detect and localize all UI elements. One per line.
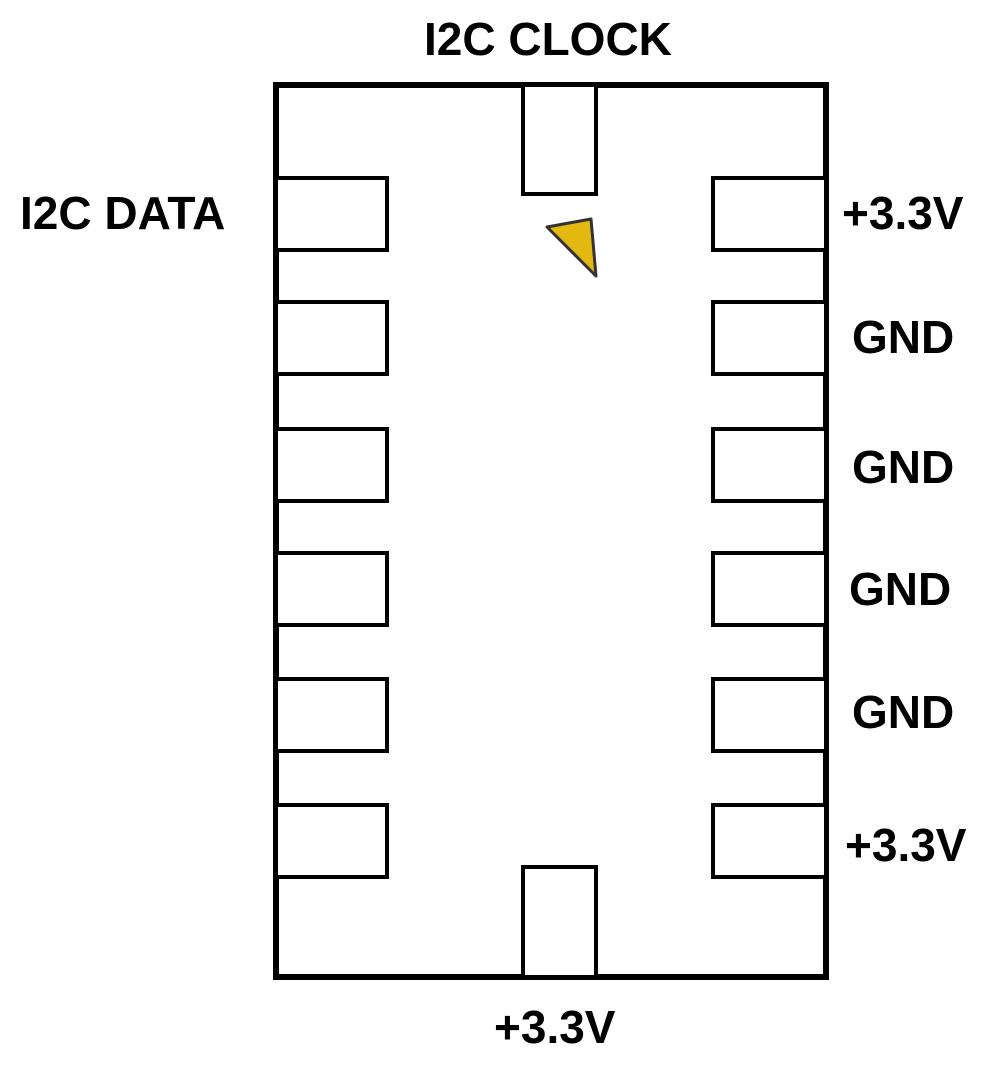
pad-bottom	[521, 865, 598, 979]
pad-right-5	[711, 677, 828, 753]
pin1-marker-icon	[545, 217, 598, 278]
label-left-1: I2C DATA	[20, 187, 226, 239]
pad-left-3	[274, 427, 389, 503]
pad-left-5	[274, 677, 389, 753]
pad-right-3	[711, 427, 828, 503]
label-bottom: +3.3V	[494, 1001, 616, 1053]
pad-right-2	[711, 300, 828, 376]
label-right-6: +3.3V	[845, 819, 967, 871]
pad-left-1	[274, 176, 389, 252]
pad-right-4	[711, 551, 828, 627]
pad-left-6	[274, 803, 389, 879]
pad-left-2	[274, 300, 389, 376]
label-right-1: +3.3V	[842, 187, 964, 239]
label-right-5: GND	[852, 686, 955, 738]
label-right-3: GND	[852, 441, 955, 493]
label-right-2: GND	[852, 311, 955, 363]
pad-right-6	[711, 803, 828, 879]
label-right-4: GND	[849, 563, 952, 615]
pad-left-4	[274, 551, 389, 627]
label-top: I2C CLOCK	[424, 13, 672, 65]
pad-right-1	[711, 176, 828, 252]
pad-top	[521, 83, 598, 196]
